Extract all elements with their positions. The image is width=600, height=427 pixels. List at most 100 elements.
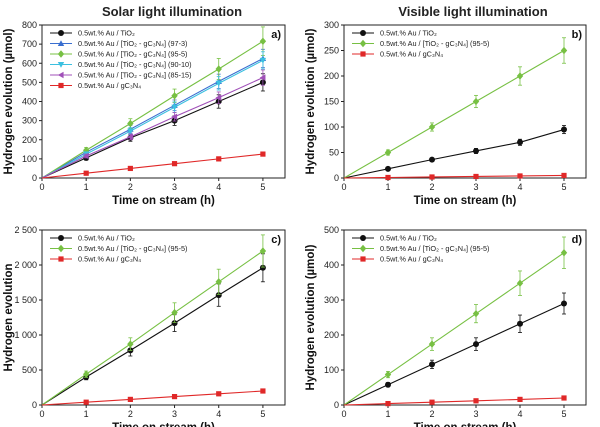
- y-tick-label: 0: [334, 400, 339, 410]
- x-tick-label: 1: [385, 182, 390, 192]
- x-tick-label: 1: [84, 182, 89, 192]
- data-point: [83, 399, 89, 405]
- x-tick-label: 3: [473, 409, 478, 419]
- y-tick-label: 0: [32, 173, 37, 183]
- y-tick-label: 2 000: [14, 260, 37, 270]
- series-2: [41, 388, 266, 406]
- x-axis-label: Time on stream (h): [414, 422, 517, 427]
- section-title-visible: Visible light illumination: [398, 4, 547, 19]
- x-tick-label: 2: [429, 182, 434, 192]
- x-tick-label: 4: [216, 182, 221, 192]
- x-axis-label: Time on stream (h): [414, 195, 517, 207]
- data-point: [517, 173, 523, 179]
- series-3: [41, 51, 267, 179]
- data-point: [429, 174, 435, 180]
- data-point: [127, 119, 134, 128]
- series-4: [41, 69, 266, 179]
- data-point: [385, 381, 391, 388]
- series-2: [343, 172, 567, 181]
- data-point: [215, 94, 222, 101]
- legend-marker: [58, 256, 64, 262]
- x-tick-label: 0: [39, 409, 44, 419]
- legend-label: 0.5wt.% Au / gC₃N₄: [78, 255, 141, 264]
- y-tick-label: 800: [22, 20, 37, 30]
- series-line: [41, 153, 263, 179]
- data-point: [385, 174, 391, 181]
- legend-marker: [360, 51, 366, 57]
- data-point: [561, 172, 567, 179]
- legend-marker: [58, 235, 64, 241]
- legend-marker: [57, 244, 65, 253]
- data-point: [473, 341, 479, 348]
- data-point: [216, 156, 222, 162]
- data-point: [127, 128, 134, 135]
- legend-label: 0.5wt.% Au / [TiO₂ - gC₃N₄] (95-5): [380, 39, 489, 48]
- x-tick-label: 4: [517, 409, 522, 419]
- legend-marker: [57, 61, 65, 68]
- x-tick-label: 3: [172, 409, 177, 419]
- x-tick-label: 5: [260, 182, 265, 192]
- section-title-solar: Solar light illumination: [102, 4, 242, 19]
- data-point: [561, 395, 567, 401]
- y-tick-label: 400: [324, 260, 339, 270]
- data-point: [428, 340, 436, 348]
- data-point: [171, 92, 178, 100]
- data-point: [127, 340, 134, 348]
- legend-label: 0.5wt.% Au / [TiO₂ - gC₃N₄] (85-15): [78, 71, 192, 80]
- legend-marker: [360, 235, 366, 241]
- plot-frame: [343, 229, 587, 406]
- data-point: [472, 309, 480, 318]
- series-line: [343, 50, 565, 179]
- y-axis-label: Hydrogen evolution (µmol): [305, 244, 317, 390]
- data-point: [171, 320, 178, 327]
- y-tick-label: 500: [324, 225, 339, 235]
- legend-label: 0.5wt.% Au / [TiO₂ - gC₃N₄] (95-5): [380, 244, 489, 253]
- chart-panel-0: 0 1 2 3 4 5 0 100 200 300 400 500 600 700 800 Time on s…: [3, 20, 286, 207]
- legend-marker: [58, 30, 64, 36]
- legend-marker: [360, 256, 366, 262]
- data-point: [259, 37, 267, 45]
- data-point: [171, 104, 178, 111]
- y-tick-label: 500: [22, 77, 37, 87]
- data-point: [216, 391, 222, 397]
- data-point: [429, 361, 435, 368]
- x-tick-label: 3: [172, 182, 177, 192]
- data-point: [473, 398, 479, 404]
- legend-label: 0.5wt.% Au / [TiO₂ - gC₃N₄] (97-3): [78, 39, 187, 48]
- data-point: [384, 370, 392, 379]
- series-line: [41, 59, 264, 179]
- series-line: [343, 397, 565, 406]
- data-point: [428, 123, 436, 131]
- series-line: [343, 174, 565, 179]
- y-tick-label: 0: [334, 173, 339, 183]
- series-line: [343, 129, 565, 179]
- legend-label: 0.5wt.% Au / [TiO₂ - gC₃N₄] (95-5): [78, 244, 187, 253]
- data-point: [171, 394, 178, 400]
- data-point: [259, 264, 266, 271]
- x-tick-label: 0: [341, 182, 346, 192]
- data-point: [384, 148, 392, 157]
- panel-letter: b): [572, 29, 583, 41]
- data-point: [127, 133, 133, 141]
- x-tick-label: 5: [561, 182, 566, 192]
- y-tick-label: 300: [324, 20, 339, 30]
- data-point: [259, 74, 266, 81]
- x-tick-label: 3: [473, 182, 478, 192]
- legend-label: 0.5wt.% Au / TiO₂: [380, 234, 437, 243]
- x-tick-label: 4: [216, 409, 221, 419]
- x-tick-label: 1: [84, 409, 89, 419]
- chart-panel-2: 0 1 2 3 4 5 0 500 1 000 1 500 2 000 2 500 Time on st…: [3, 225, 286, 427]
- x-tick-label: 0: [39, 182, 44, 192]
- y-axis-label: Hydrogen evolution: [3, 264, 15, 372]
- series-line: [343, 252, 565, 406]
- plot-frame: [41, 229, 286, 406]
- series-line: [41, 81, 264, 179]
- data-point: [560, 249, 568, 257]
- y-tick-label: 1 000: [14, 330, 37, 340]
- data-point: [516, 72, 524, 80]
- series-line: [343, 303, 565, 406]
- legend-marker: [58, 82, 64, 89]
